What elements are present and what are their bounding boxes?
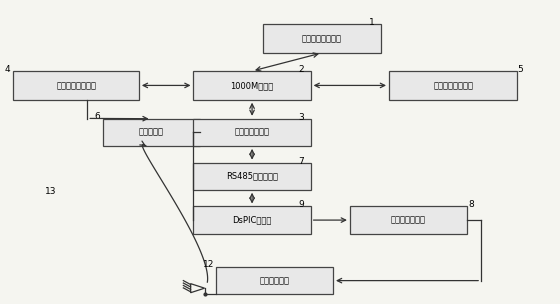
FancyBboxPatch shape [193, 206, 311, 234]
Text: 5: 5 [517, 65, 523, 74]
Text: 1000M以太网: 1000M以太网 [231, 81, 274, 90]
FancyBboxPatch shape [193, 119, 311, 146]
Text: 13: 13 [45, 187, 57, 196]
Text: DsPIC单片机: DsPIC单片机 [232, 216, 272, 225]
Text: 原装并联舵机: 原装并联舵机 [259, 276, 290, 285]
FancyBboxPatch shape [263, 24, 381, 53]
Text: 8: 8 [468, 200, 474, 209]
FancyBboxPatch shape [193, 71, 311, 100]
Text: RS485数据转换器: RS485数据转换器 [226, 172, 278, 181]
Text: 主飞行仿真计算机: 主飞行仿真计算机 [302, 34, 342, 43]
Text: 7: 7 [298, 157, 304, 166]
FancyBboxPatch shape [350, 206, 467, 234]
Text: 9: 9 [298, 200, 304, 209]
Text: 2: 2 [298, 65, 304, 74]
FancyBboxPatch shape [102, 119, 200, 146]
FancyBboxPatch shape [193, 163, 311, 190]
Text: 12: 12 [203, 260, 214, 269]
Text: 3: 3 [298, 113, 304, 122]
Text: 1: 1 [369, 18, 375, 27]
Text: 舵机伺服放大器: 舵机伺服放大器 [391, 216, 426, 225]
Text: 6: 6 [94, 112, 100, 121]
Text: 自动驾驶仪计算机: 自动驾驶仪计算机 [433, 81, 473, 90]
FancyBboxPatch shape [13, 71, 139, 100]
FancyBboxPatch shape [216, 267, 333, 294]
Text: 操纵负荷计算机: 操纵负荷计算机 [235, 128, 269, 137]
Text: 4: 4 [4, 65, 10, 74]
Text: 教员控制合计算机: 教员控制合计算机 [56, 81, 96, 90]
Text: 光电编码器: 光电编码器 [139, 128, 164, 137]
FancyBboxPatch shape [389, 71, 517, 100]
